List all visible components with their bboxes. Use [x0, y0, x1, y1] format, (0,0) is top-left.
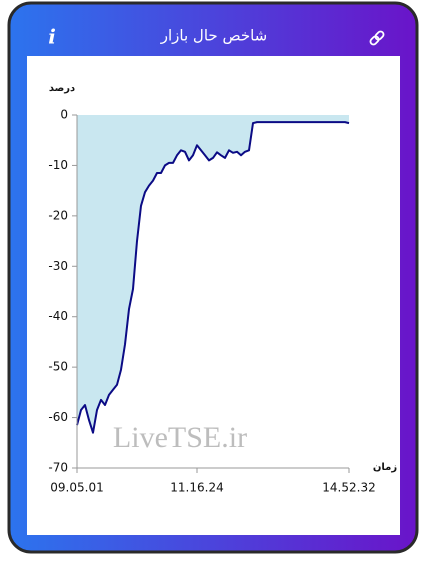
x-tick-label: 11.16.24 — [170, 481, 223, 495]
y-tick-label: -30 — [48, 259, 68, 273]
area-fill — [77, 115, 349, 433]
y-tick-label: -20 — [48, 208, 68, 222]
x-axis-label: زمان — [373, 462, 397, 473]
y-tick-label: -50 — [48, 360, 68, 374]
info-button[interactable]: i — [48, 25, 56, 49]
y-tick-label: -10 — [48, 158, 68, 172]
data-line — [76, 121, 350, 434]
y-axis-label: درصد — [49, 83, 75, 94]
x-tick-label: 14.52.32 — [322, 481, 375, 495]
header-title: شاخص حال بازار — [160, 27, 267, 45]
watermark: LiveTSE.ir — [113, 421, 247, 454]
link-button[interactable] — [369, 30, 385, 46]
y-tick-label: -70 — [48, 461, 68, 475]
plot: 0 -10 -20 -30 -40 -50 -60 -70 09.05.01 11.16.24 14… — [48, 108, 375, 495]
y-tick-label: -40 — [48, 309, 68, 323]
x-tick-label: 09.05.01 — [50, 481, 103, 495]
y-tick-label: -60 — [48, 410, 68, 424]
y-tick-label: 0 — [60, 108, 68, 122]
